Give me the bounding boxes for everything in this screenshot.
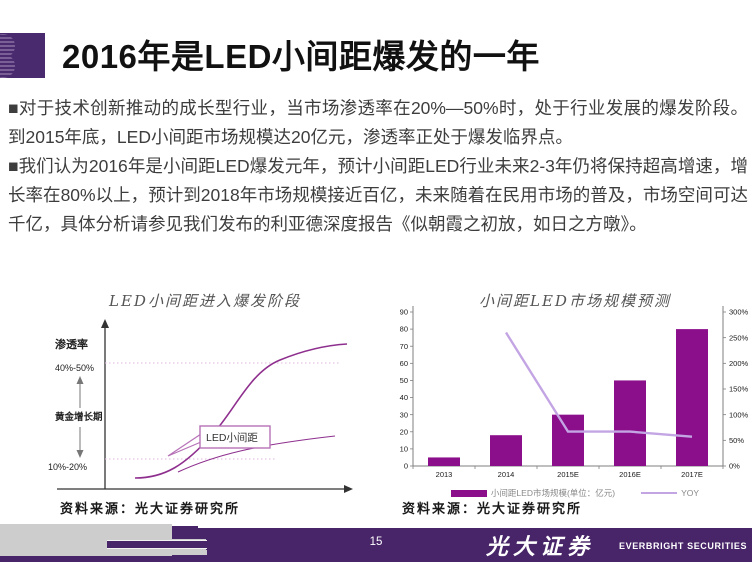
paragraph: ■对于技术创新推动的成长型行业，当市场渗透率在20%—50%时，处于行业发展的爆… bbox=[8, 98, 748, 147]
left-axis-tick-label: 10 bbox=[400, 444, 408, 453]
left-axis-tick-label: 50 bbox=[400, 376, 408, 385]
right-axis-tick-label: 250% bbox=[729, 333, 749, 342]
forecast-chart-title: 小间距LED市场规模预测 bbox=[479, 292, 671, 310]
bar-2013 bbox=[428, 457, 460, 466]
brand-logo-cn: 光大证券 bbox=[486, 534, 595, 560]
penetration-label: 渗透率 bbox=[55, 337, 88, 351]
s-curve-title: LED小间距进入爆发阶段 bbox=[109, 292, 301, 310]
left-axis-tick-label: 40 bbox=[400, 393, 408, 402]
legend-label: YOY bbox=[681, 488, 700, 498]
footer-logo-step-3 bbox=[107, 540, 207, 549]
legend-item: YOY bbox=[641, 488, 699, 498]
right-axis-tick-label: 0% bbox=[729, 462, 740, 471]
growth-phase-label: 黄金增长期 bbox=[55, 411, 103, 423]
left-axis-tick-label: 70 bbox=[400, 342, 408, 351]
footer-logo-gray-bar bbox=[107, 550, 207, 555]
x-axis-label: 2015E bbox=[557, 470, 579, 479]
paragraph: ■我们认为2016年是小间距LED爆发元年，预计小间距LED行业未来2-3年仍将… bbox=[8, 156, 748, 234]
range-arrow-up-icon bbox=[76, 376, 84, 384]
x-axis-label: 2014 bbox=[498, 470, 515, 479]
s-curve-figure: LED小间距进入爆发阶段 渗透率 40%-50% 黄金增长期 10%-20% bbox=[35, 290, 375, 530]
y-axis-arrow-icon bbox=[101, 319, 109, 328]
left-axis-tick-label: 0 bbox=[404, 462, 408, 471]
upper-band-label: 40%-50% bbox=[55, 363, 94, 373]
page-number: 15 bbox=[369, 536, 383, 548]
source-note: 资料来源：光大证券研究所 bbox=[402, 502, 583, 517]
market-forecast-chart: 0 10 20 30 40 50 60 70 80 90 0% 50% 100% 150% 200% 250%… bbox=[400, 306, 749, 479]
slide-title: 2016年是LED小间距爆发的一年 bbox=[62, 38, 540, 75]
bar-2017E bbox=[676, 329, 708, 466]
legend-bar-swatch-icon bbox=[450, 489, 487, 497]
header-accent-square bbox=[0, 33, 45, 78]
left-axis-tick-label: 60 bbox=[400, 359, 408, 368]
legend-label: 小间距LED市场规模(单位：亿元) bbox=[490, 488, 616, 498]
range-arrow-down-icon bbox=[76, 450, 84, 458]
left-axis-tick-label: 90 bbox=[400, 308, 408, 317]
footer-logo-step-2 bbox=[172, 532, 204, 538]
footer-logo-step-1 bbox=[172, 526, 198, 530]
bar-2015E bbox=[552, 414, 584, 466]
branch-curve bbox=[177, 435, 336, 473]
right-axis-tick-label: 300% bbox=[729, 308, 749, 317]
body-text: ■对于技术创新推动的成长型行业，当市场渗透率在20%—50%时，处于行业发展的爆… bbox=[8, 94, 748, 239]
x-axis-arrow-icon bbox=[344, 485, 353, 493]
s-curve-diagram: 渗透率 40%-50% 黄金增长期 10%-20% LED小间距 bbox=[48, 319, 353, 493]
s-curve bbox=[134, 343, 348, 479]
right-axis-tick-label: 50% bbox=[729, 436, 744, 445]
left-axis-tick-label: 30 bbox=[400, 410, 408, 419]
x-axis-label: 2017E bbox=[681, 470, 703, 479]
legend-item: 小间距LED市场规模(单位：亿元) bbox=[450, 487, 616, 499]
callout-label: LED小间距 bbox=[206, 431, 258, 444]
brand-logo-en: EVERBRIGHT SECURITIES bbox=[619, 541, 748, 551]
callout-box bbox=[199, 425, 271, 449]
lower-band-label: 10%-20% bbox=[48, 462, 87, 472]
legend-line-swatch-icon bbox=[641, 492, 678, 494]
yoy-line bbox=[504, 331, 693, 438]
bar-2014 bbox=[490, 435, 522, 466]
chart-legend: 小间距LED市场规模(单位：亿元) YOY bbox=[398, 487, 752, 499]
market-forecast-figure: 小间距LED市场规模预测 0 10 20 30 40 50 60 70 80 90 0% 50% 100… bbox=[398, 290, 752, 530]
x-axis-label: 2016E bbox=[619, 470, 641, 479]
right-axis-tick-label: 200% bbox=[729, 359, 749, 368]
left-axis-tick-label: 20 bbox=[400, 427, 408, 436]
source-note: 资料来源：光大证券研究所 bbox=[60, 502, 241, 517]
left-axis-tick-label: 80 bbox=[400, 325, 408, 334]
right-axis-tick-label: 150% bbox=[729, 385, 749, 394]
right-axis-tick-label: 100% bbox=[729, 410, 749, 419]
callout-tail bbox=[167, 432, 202, 457]
x-axis-label: 2013 bbox=[436, 470, 453, 479]
bar-2016E bbox=[614, 380, 646, 466]
